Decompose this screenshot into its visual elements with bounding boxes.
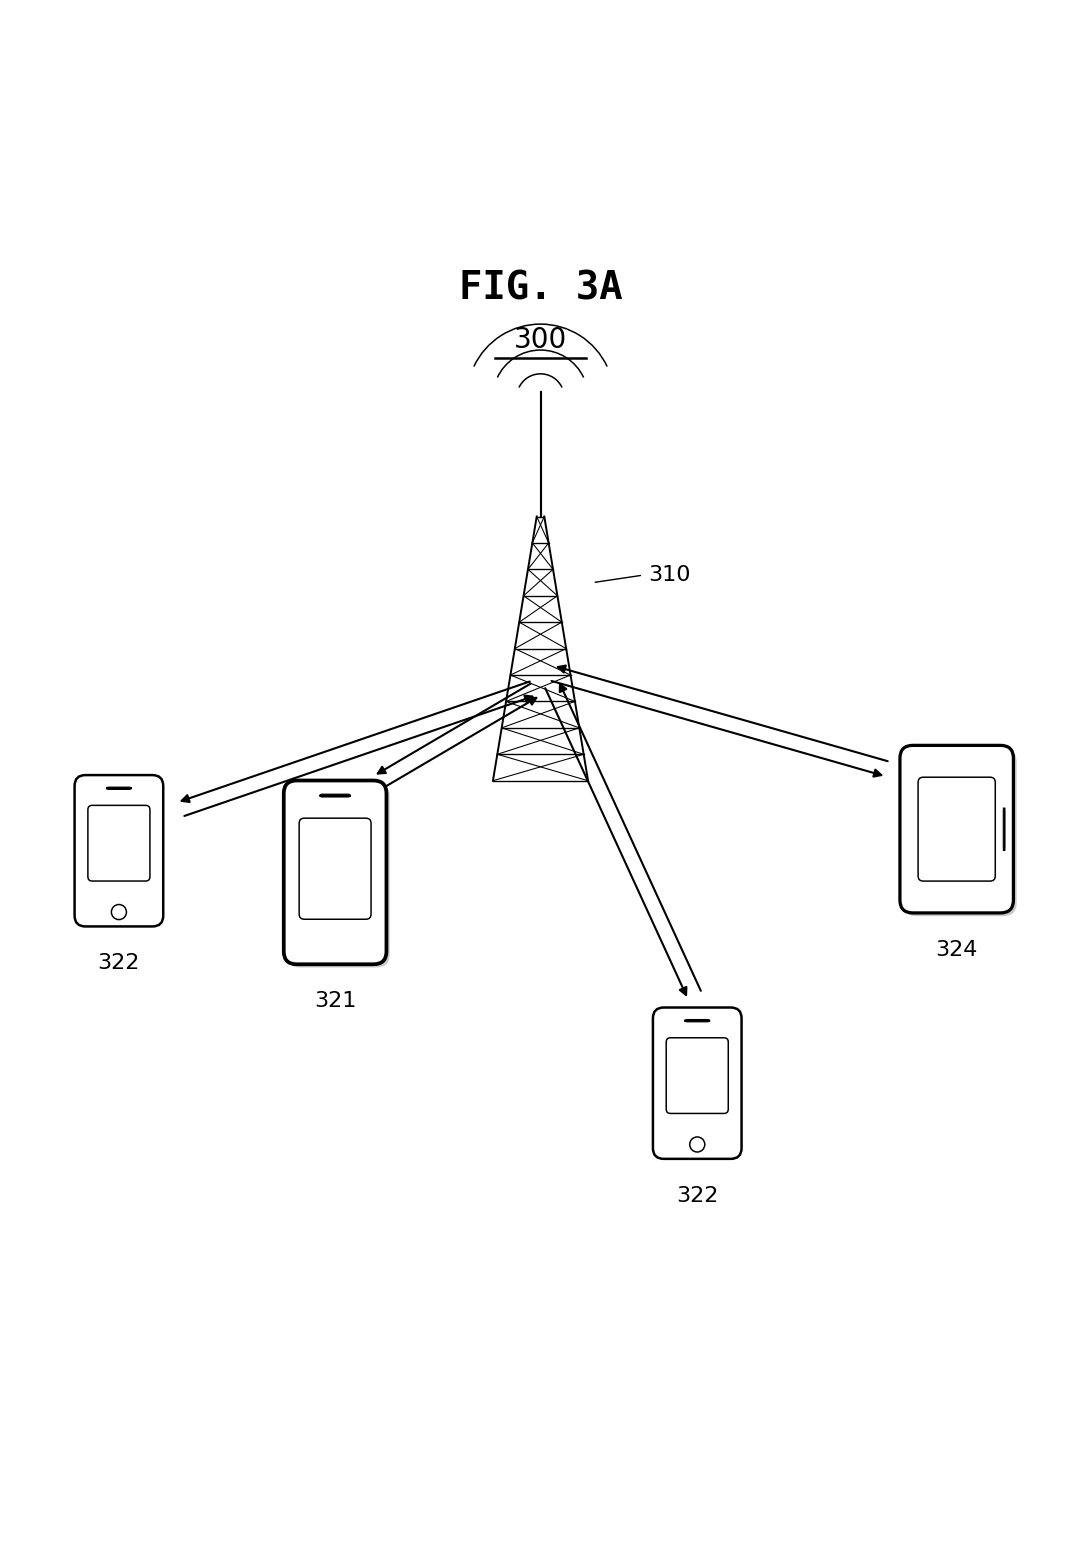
FancyBboxPatch shape — [320, 795, 350, 798]
FancyBboxPatch shape — [107, 787, 131, 790]
Text: FIG. 3A: FIG. 3A — [458, 270, 623, 308]
FancyBboxPatch shape — [653, 1007, 742, 1158]
FancyBboxPatch shape — [1003, 809, 1005, 851]
FancyBboxPatch shape — [899, 745, 1014, 913]
FancyBboxPatch shape — [283, 780, 387, 965]
Text: 322: 322 — [676, 1186, 719, 1207]
FancyBboxPatch shape — [666, 1038, 729, 1113]
FancyBboxPatch shape — [904, 749, 1017, 916]
Text: 321: 321 — [313, 991, 357, 1012]
FancyBboxPatch shape — [918, 777, 996, 880]
Text: 324: 324 — [935, 940, 978, 960]
Circle shape — [690, 1136, 705, 1152]
FancyBboxPatch shape — [299, 818, 371, 919]
Text: 310: 310 — [649, 565, 691, 585]
FancyBboxPatch shape — [685, 1019, 709, 1022]
FancyBboxPatch shape — [88, 805, 150, 880]
FancyBboxPatch shape — [75, 776, 163, 926]
Text: 322: 322 — [97, 954, 141, 974]
FancyBboxPatch shape — [288, 784, 390, 968]
Circle shape — [111, 904, 126, 919]
Text: 300: 300 — [513, 326, 568, 353]
